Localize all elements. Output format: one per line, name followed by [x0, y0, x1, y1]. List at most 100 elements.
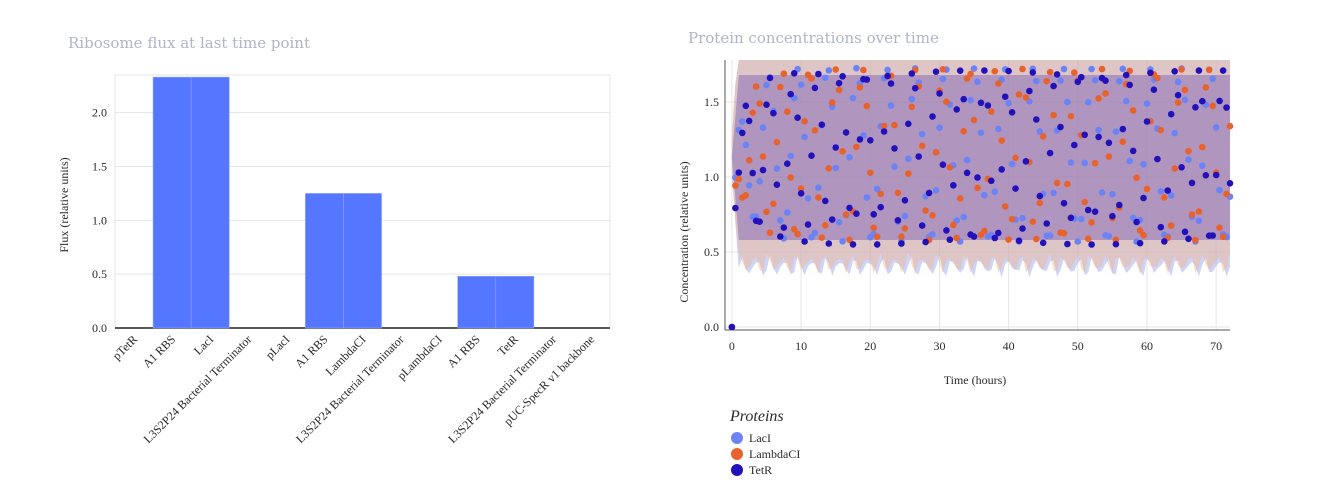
data-point-laci — [873, 185, 881, 193]
data-point-lambdaci — [1216, 224, 1223, 231]
data-point-laci — [1109, 190, 1116, 198]
data-point-lambdaci — [1029, 218, 1037, 225]
data-point-laci — [797, 81, 805, 89]
left-x-tick-label: pLacI — [263, 332, 293, 362]
data-point-tetr — [1046, 149, 1054, 157]
data-point-lambdaci — [963, 75, 971, 82]
data-point-laci — [777, 217, 784, 224]
data-point-laci — [1157, 188, 1165, 195]
right-x-tick-label: 20 — [864, 339, 876, 353]
data-point-laci — [977, 129, 985, 136]
data-point-lambdaci — [811, 127, 819, 134]
data-point-laci — [1185, 156, 1192, 163]
left-x-tick-label: LacI — [191, 332, 216, 357]
data-point-lambdaci — [825, 165, 833, 172]
data-point-tetr — [887, 80, 895, 87]
data-point-tetr — [742, 102, 750, 110]
data-point-laci — [967, 96, 974, 104]
data-point-lambdaci — [905, 170, 912, 177]
data-point-lambdaci — [752, 83, 760, 90]
data-point-tetr — [1161, 238, 1168, 245]
legend-entry: TetR — [749, 463, 772, 477]
data-point-lambdaci — [1046, 68, 1054, 76]
data-point-laci — [815, 184, 822, 191]
data-point-tetr — [745, 117, 753, 125]
data-point-lambdaci — [856, 84, 864, 91]
data-point-laci — [763, 81, 770, 89]
legend-marker — [731, 448, 743, 460]
right-y-tick-label: 1.0 — [704, 170, 719, 184]
right-x-tick-label: 0 — [729, 339, 735, 353]
data-point-tetr — [1143, 118, 1151, 125]
data-point-tetr — [1084, 206, 1092, 214]
data-point-tetr — [977, 99, 985, 107]
data-point-lambdaci — [1008, 215, 1016, 223]
data-point-tetr — [1202, 172, 1210, 179]
data-point-lambdaci — [988, 108, 995, 115]
data-point-laci — [1050, 189, 1057, 197]
data-point-tetr — [929, 113, 936, 120]
left-bar — [457, 276, 497, 329]
data-point-tetr — [1171, 68, 1178, 75]
data-point-lambdaci — [1178, 66, 1185, 73]
data-point-lambdaci — [842, 211, 850, 218]
legend: Proteins LacI LambdaCI TetR — [729, 408, 800, 477]
data-point-tetr — [898, 240, 905, 247]
data-point-tetr — [735, 169, 743, 176]
data-point-tetr — [946, 236, 954, 243]
data-point-tetr — [1026, 87, 1033, 95]
data-point-laci — [1088, 65, 1095, 73]
data-point-lambdaci — [1205, 66, 1213, 74]
data-point-tetr — [766, 74, 774, 82]
left-y-tick-label: 1.5 — [92, 160, 107, 174]
data-point-tetr — [856, 136, 864, 143]
data-point-tetr — [867, 137, 874, 144]
data-point-lambdaci — [1195, 208, 1203, 215]
data-point-lambdaci — [1039, 133, 1047, 140]
data-point-lambdaci — [860, 66, 867, 74]
data-point-tetr — [1136, 239, 1144, 247]
data-point-laci — [918, 130, 926, 138]
data-point-laci — [1019, 214, 1026, 222]
data-point-tetr — [1199, 97, 1206, 105]
right-chart-title: Protein concentrations over time — [688, 29, 939, 47]
data-point-tetr — [1088, 241, 1095, 248]
left-y-tick-label: 0.0 — [92, 321, 107, 335]
data-point-tetr — [1078, 73, 1085, 81]
data-point-tetr — [1095, 133, 1102, 141]
data-point-tetr — [1050, 82, 1057, 90]
right-y-tick-label: 0.5 — [704, 245, 719, 259]
left-bar — [495, 276, 535, 329]
data-point-lambdaci — [1091, 159, 1099, 167]
data-point-laci — [1036, 128, 1044, 135]
data-point-tetr — [863, 76, 871, 83]
data-point-lambdaci — [794, 230, 801, 238]
data-point-lambdaci — [839, 148, 846, 155]
data-point-tetr — [891, 145, 898, 152]
data-point-lambdaci — [815, 194, 822, 201]
left-y-ticks: 0.0 0.5 1.0 1.5 2.0 — [92, 106, 107, 335]
data-point-tetr — [804, 221, 812, 228]
data-point-tetr — [1029, 69, 1037, 76]
data-point-tetr — [839, 73, 846, 80]
left-bars — [152, 76, 535, 329]
data-point-tetr — [1167, 110, 1175, 118]
data-point-lambdaci — [784, 108, 791, 115]
data-point-laci — [884, 66, 891, 74]
data-point-tetr — [932, 68, 940, 75]
data-point-tetr — [811, 84, 819, 92]
data-point-laci — [773, 165, 781, 172]
data-point-lambdaci — [1001, 203, 1009, 210]
data-point-tetr — [784, 160, 791, 167]
data-point-tetr — [905, 120, 912, 128]
data-point-lambdaci — [1119, 138, 1127, 146]
data-point-lambdaci — [1060, 229, 1068, 237]
data-point-laci — [1126, 157, 1133, 165]
data-point-lambdaci — [1143, 185, 1151, 193]
data-point-lambdaci — [891, 121, 898, 129]
left-x-tick-label: A1 RBS — [140, 332, 178, 370]
data-point-tetr — [1192, 104, 1199, 111]
data-point-tetr — [1178, 164, 1185, 171]
data-point-tetr — [1109, 212, 1116, 220]
